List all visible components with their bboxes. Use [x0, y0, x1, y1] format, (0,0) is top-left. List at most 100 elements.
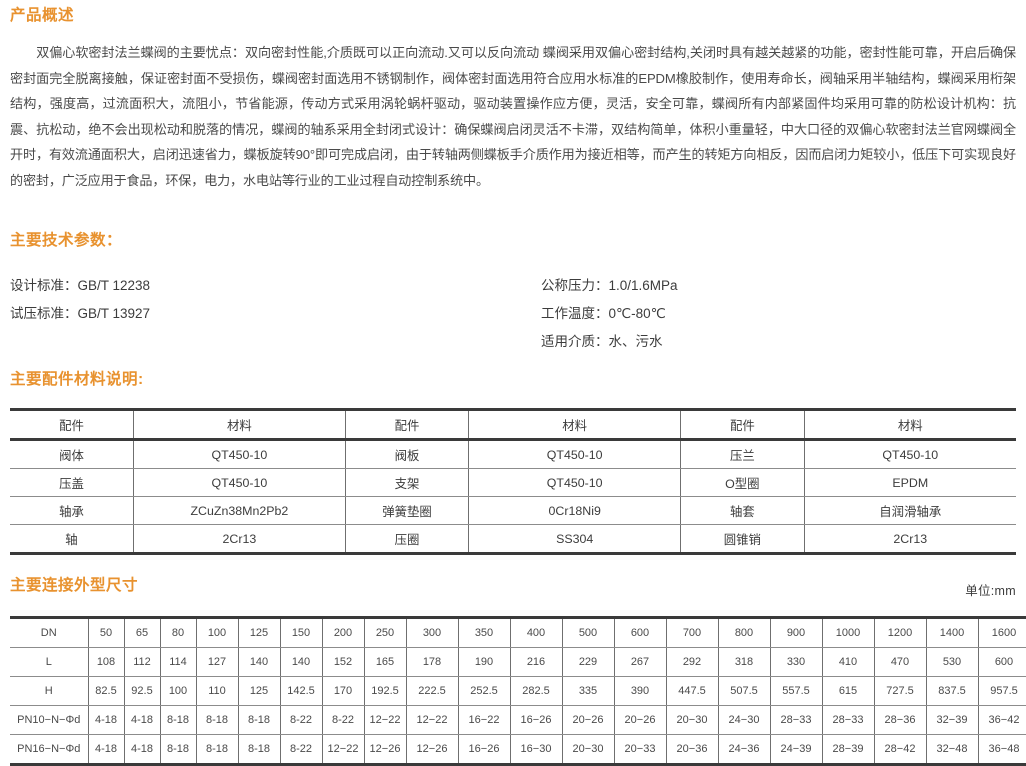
product-overview-paragraph: 双偏心软密封法兰蝶阀的主要忧点：双向密封性能,介质既可以正向流动.又可以反向流动… — [10, 45, 1016, 188]
parameter-value: GB/T 13927 — [77, 306, 151, 321]
dimensions-cell: 150 — [280, 616, 323, 648]
dimensions-cell: 229 — [562, 647, 615, 677]
dimensions-cell: 216 — [510, 647, 563, 677]
dimensions-cell: 292 — [666, 647, 719, 677]
materials-cell: 0Cr18Ni9 — [468, 496, 682, 525]
dimensions-cell: 8-18 — [238, 734, 281, 766]
dimensions-cell: 28−33 — [822, 705, 875, 735]
dimensions-cell: 32−39 — [926, 705, 979, 735]
dimensions-cell: 447.5 — [666, 676, 719, 706]
dimensions-cell: 28−36 — [874, 705, 927, 735]
dimensions-cell: 300 — [406, 616, 459, 648]
dimensions-cell: 192.5 — [364, 676, 407, 706]
dimensions-cell: 4-18 — [124, 705, 161, 735]
materials-cell: 压盖 — [10, 468, 134, 497]
dimensions-cell: 28−39 — [822, 734, 875, 766]
dimensions-cell: 16−22 — [458, 705, 511, 735]
dimensions-cell: 500 — [562, 616, 615, 648]
dimensions-cell: 4-18 — [88, 705, 125, 735]
dimensions-cell: 12−22 — [364, 705, 407, 735]
dimensions-cell: 92.5 — [124, 676, 161, 706]
dimensions-cell: 50 — [88, 616, 125, 648]
materials-cell: QT450-10 — [804, 438, 1016, 469]
parameters-column-left: 设计标准：GB/T 12238 试压标准：GB/T 13927 — [10, 272, 150, 328]
dimensions-cell: 20−33 — [614, 734, 667, 766]
dimensions-cell: 507.5 — [718, 676, 771, 706]
dimensions-cell: 36−48 — [978, 734, 1026, 766]
dimensions-cell: 16−26 — [510, 705, 563, 735]
dimensions-cell: 140 — [238, 647, 281, 677]
dimensions-cell: 200 — [322, 616, 365, 648]
table-row: 压盖 QT450-10 支架 QT450-10 O型圈 EPDM — [10, 468, 1016, 497]
connection-dimensions-table: DN 50 65 80 100 125 150 200 250 300 350 400 500 600 70… — [10, 616, 1026, 766]
dimensions-cell: 190 — [458, 647, 511, 677]
materials-cell: QT450-10 — [468, 438, 682, 469]
dimensions-cell: 600 — [614, 616, 667, 648]
dimensions-cell: 1200 — [874, 616, 927, 648]
dimensions-cell: 80 — [160, 616, 197, 648]
materials-table-header-row: 配件 材料 配件 材料 配件 材料 — [10, 408, 1016, 441]
materials-header-cell: 配件 — [345, 408, 470, 441]
dimensions-cell: 12−26 — [406, 734, 459, 766]
parameter-label: 试压标准： — [10, 306, 78, 321]
parameter-value: 1.0/1.6MPa — [608, 278, 678, 293]
overview-section-heading: 产品概述 — [10, 7, 75, 24]
materials-cell: 轴 — [10, 524, 134, 555]
dimensions-cell: 1400 — [926, 616, 979, 648]
dimensions-cell: 24−36 — [718, 734, 771, 766]
dimensions-cell: 800 — [718, 616, 771, 648]
dimensions-cell: 110 — [196, 676, 239, 706]
table-row: 轴承 ZCuZn38Mn2Pb2 弹簧垫圈 0Cr18Ni9 轴套 自润滑轴承 — [10, 496, 1016, 525]
dimensions-row-label: L — [10, 647, 89, 677]
dimensions-cell: 16−30 — [510, 734, 563, 766]
dimensions-cell: 112 — [124, 647, 161, 677]
dimensions-cell: 8-22 — [280, 705, 323, 735]
dimensions-cell: 727.5 — [874, 676, 927, 706]
dimensions-cell: 127 — [196, 647, 239, 677]
dimensions-cell: 152 — [322, 647, 365, 677]
table-row: 轴 2Cr13 压圈 SS304 圆锥销 2Cr13 — [10, 524, 1016, 555]
dimensions-cell: 600 — [978, 647, 1026, 677]
dimensions-cell: 4-18 — [88, 734, 125, 766]
parameter-row-design-standard: 设计标准：GB/T 12238 — [10, 272, 150, 300]
parameter-row-working-temperature: 工作温度：0℃-80℃ — [541, 300, 678, 328]
dimensions-cell: 28−33 — [770, 705, 823, 735]
parameters-column-right: 公称压力：1.0/1.6MPa 工作温度：0℃-80℃ 适用介质：水、污水 — [541, 272, 678, 356]
dimensions-cell: 100 — [196, 616, 239, 648]
dimensions-section-heading: 主要连接外型尺寸 — [10, 577, 139, 594]
dimensions-cell: 12−22 — [406, 705, 459, 735]
dimensions-cell: 142.5 — [280, 676, 323, 706]
dimensions-row-label: DN — [10, 616, 89, 648]
materials-cell: SS304 — [468, 524, 682, 555]
materials-header-cell: 材料 — [133, 408, 346, 441]
dimensions-cell: 410 — [822, 647, 875, 677]
dimensions-cell: 1600 — [978, 616, 1026, 648]
dimensions-cell: 165 — [364, 647, 407, 677]
dimensions-cell: 267 — [614, 647, 667, 677]
materials-table: 配件 材料 配件 材料 配件 材料 阀体 QT450-10 阀板 QT450-1… — [10, 408, 1016, 555]
dimensions-row-label: PN10−N−Φd — [10, 705, 89, 735]
dimensions-cell: 8-18 — [160, 734, 197, 766]
dimensions-cell: 530 — [926, 647, 979, 677]
dimensions-cell: 615 — [822, 676, 875, 706]
dimensions-cell: 957.5 — [978, 676, 1026, 706]
dimensions-cell: 12−26 — [364, 734, 407, 766]
dimensions-cell: 470 — [874, 647, 927, 677]
dimensions-cell: 170 — [322, 676, 365, 706]
dimensions-cell: 12−22 — [322, 734, 365, 766]
parameter-row-test-standard: 试压标准：GB/T 13927 — [10, 300, 150, 328]
dimensions-cell: 390 — [614, 676, 667, 706]
dimensions-cell: 24−30 — [718, 705, 771, 735]
dimensions-cell: 318 — [718, 647, 771, 677]
dimensions-cell: 125 — [238, 616, 281, 648]
parameter-value: 0℃-80℃ — [608, 306, 666, 321]
materials-header-cell: 材料 — [804, 408, 1016, 441]
materials-header-cell: 材料 — [468, 408, 682, 441]
dimensions-cell: 282.5 — [510, 676, 563, 706]
parameter-label: 公称压力： — [541, 278, 609, 293]
materials-header-cell: 配件 — [10, 408, 134, 441]
dimensions-cell: 114 — [160, 647, 197, 677]
dimensions-cell: 900 — [770, 616, 823, 648]
dimensions-cell: 82.5 — [88, 676, 125, 706]
dimensions-row-pn10: PN10−N−Φd 4-18 4-18 8-18 8-18 8-18 8-22 8-22 12−… — [10, 705, 1026, 735]
